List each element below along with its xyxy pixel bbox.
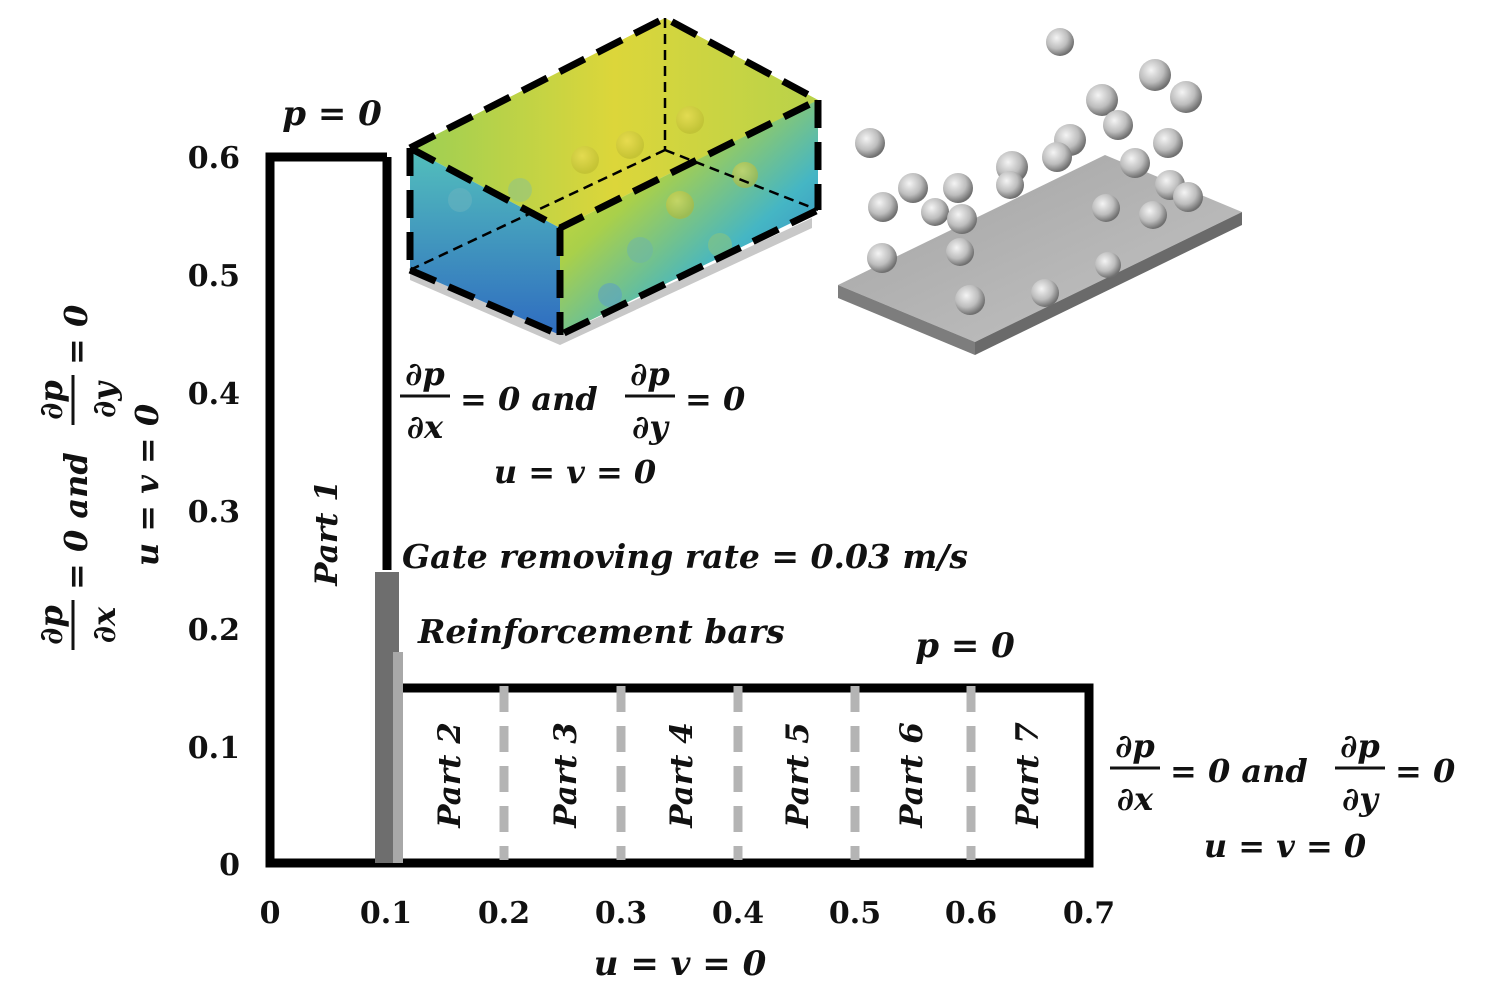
x-tick: 0.3 bbox=[595, 896, 647, 931]
svg-text:= 0: = 0 bbox=[1395, 752, 1455, 790]
x-tick: 0.7 bbox=[1063, 896, 1115, 931]
right-wall-condition: ∂p ∂x = 0 and ∂p ∂y = 0 u = v = 0 bbox=[1110, 727, 1455, 865]
left-wall-condition: ∂p ∂x = 0 and ∂p ∂y = 0 u = v = 0 bbox=[32, 305, 166, 650]
part-4-label: Part 4 bbox=[664, 722, 700, 829]
y-tick: 0.5 bbox=[188, 259, 240, 294]
y-tick: 0.6 bbox=[188, 141, 240, 176]
y-tick: 0.1 bbox=[188, 731, 240, 766]
svg-text:∂p: ∂p bbox=[630, 355, 669, 393]
svg-text:u = v = 0: u = v = 0 bbox=[494, 453, 656, 491]
gate-rate-label: Gate removing rate = 0.03 m/s bbox=[402, 537, 968, 576]
part-6-label: Part 6 bbox=[894, 722, 930, 829]
part-5-label: Part 5 bbox=[780, 722, 816, 829]
box-spheres bbox=[448, 106, 758, 307]
svg-text:∂p: ∂p bbox=[32, 380, 70, 419]
x-axis-ticks: 0 0.1 0.2 0.3 0.4 0.5 0.6 0.7 bbox=[260, 896, 1116, 931]
sphere-particles bbox=[855, 28, 1203, 315]
svg-text:∂x: ∂x bbox=[407, 408, 444, 446]
x-tick: 0.6 bbox=[945, 896, 997, 931]
top-outlet-label: p = 0 bbox=[282, 94, 382, 134]
svg-text:∂x: ∂x bbox=[1117, 780, 1154, 818]
part-3-label: Part 3 bbox=[548, 722, 584, 829]
svg-text:= 0: = 0 bbox=[57, 305, 95, 365]
y-tick: 0 bbox=[219, 848, 240, 883]
reinforcement-spheres-render bbox=[838, 28, 1242, 355]
reinforcement-label: Reinforcement bars bbox=[417, 612, 785, 651]
svg-text:∂x: ∂x bbox=[85, 606, 123, 643]
svg-text:= 0: = 0 bbox=[685, 380, 745, 418]
svg-text:= 0 and: = 0 and bbox=[57, 452, 95, 590]
y-tick: 0.2 bbox=[188, 613, 240, 648]
svg-text:∂p: ∂p bbox=[32, 605, 70, 644]
svg-text:u = v = 0: u = v = 0 bbox=[1204, 827, 1366, 865]
y-tick: 0.3 bbox=[188, 495, 240, 530]
x-tick: 0.1 bbox=[360, 896, 412, 931]
tank-3d-render bbox=[406, 14, 822, 345]
y-tick: 0.4 bbox=[188, 377, 240, 412]
svg-text:∂p: ∂p bbox=[405, 355, 444, 393]
x-tick: 0.5 bbox=[829, 896, 881, 931]
svg-text:∂p: ∂p bbox=[1115, 727, 1154, 765]
part-1-label: Part 1 bbox=[309, 480, 345, 587]
svg-text:= 0 and: = 0 and bbox=[1170, 752, 1308, 790]
right-outlet-label: p = 0 bbox=[915, 626, 1015, 666]
part-dividers bbox=[499, 686, 976, 860]
svg-text:= 0 and: = 0 and bbox=[460, 380, 598, 418]
svg-text:∂y: ∂y bbox=[85, 380, 123, 418]
part-7-label: Part 7 bbox=[1010, 722, 1046, 829]
svg-text:∂p: ∂p bbox=[1340, 727, 1379, 765]
x-tick: 0 bbox=[260, 896, 281, 931]
bottom-boundary-label: u = v = 0 bbox=[594, 944, 767, 984]
part-2-label: Part 2 bbox=[432, 722, 468, 829]
svg-text:∂y: ∂y bbox=[632, 408, 670, 446]
inner-wall-condition: ∂p ∂x = 0 and ∂p ∂y = 0 u = v = 0 bbox=[400, 355, 745, 491]
svg-text:∂y: ∂y bbox=[1342, 780, 1380, 818]
svg-text:u = v = 0: u = v = 0 bbox=[128, 404, 166, 566]
y-axis-ticks: 0 0.1 0.2 0.3 0.4 0.5 0.6 bbox=[188, 141, 240, 883]
reinforcement-bars bbox=[393, 652, 403, 863]
x-tick: 0.2 bbox=[478, 896, 530, 931]
x-tick: 0.4 bbox=[712, 896, 764, 931]
